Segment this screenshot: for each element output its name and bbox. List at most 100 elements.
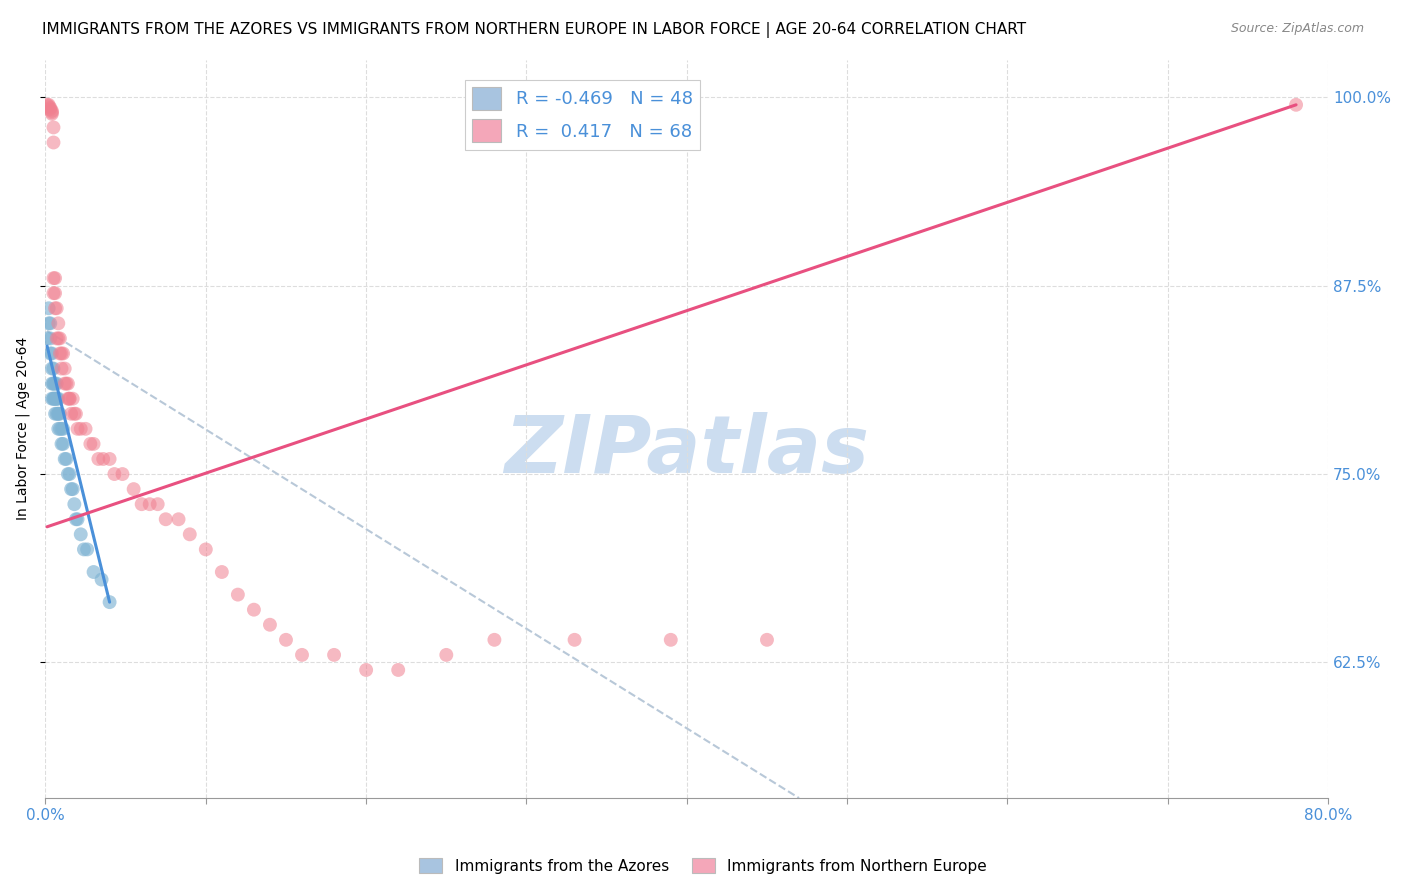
Point <box>39 346 62 360</box>
Point <box>62 392 84 406</box>
Point <box>39 331 62 345</box>
Point <box>46 422 69 436</box>
Point <box>44 301 66 316</box>
Point <box>354 663 377 677</box>
Point <box>38 316 60 330</box>
Point <box>46 407 69 421</box>
Point <box>146 497 169 511</box>
Point <box>39 103 62 117</box>
Point <box>69 422 91 436</box>
Point <box>53 452 76 467</box>
Point <box>103 467 125 481</box>
Point <box>291 648 314 662</box>
Point <box>55 452 77 467</box>
Point <box>98 452 121 467</box>
Text: IMMIGRANTS FROM THE AZORES VS IMMIGRANTS FROM NORTHERN EUROPE IN LABOR FORCE | A: IMMIGRANTS FROM THE AZORES VS IMMIGRANTS… <box>42 22 1026 38</box>
Point <box>45 376 67 391</box>
Point <box>75 422 97 436</box>
Point <box>38 98 60 112</box>
Point <box>484 632 506 647</box>
Point <box>259 617 281 632</box>
Point <box>155 512 177 526</box>
Point <box>41 107 63 121</box>
Point <box>243 602 266 616</box>
Point <box>73 542 96 557</box>
Point <box>564 632 586 647</box>
Point <box>41 103 63 118</box>
Point <box>83 437 105 451</box>
Point <box>58 392 80 406</box>
Point <box>58 467 80 481</box>
Point <box>56 467 79 481</box>
Point <box>45 331 67 345</box>
Point <box>46 331 69 345</box>
Point <box>41 376 63 391</box>
Text: Source: ZipAtlas.com: Source: ZipAtlas.com <box>1230 22 1364 36</box>
Point <box>42 271 65 285</box>
Point <box>194 542 217 557</box>
Point <box>42 392 65 406</box>
Point <box>45 301 67 316</box>
Point <box>65 407 87 421</box>
Point <box>111 467 134 481</box>
Point <box>49 422 72 436</box>
Point <box>56 392 79 406</box>
Point <box>65 512 87 526</box>
Point <box>66 422 89 436</box>
Point <box>41 346 63 360</box>
Point <box>41 361 63 376</box>
Point <box>41 105 63 120</box>
Point <box>179 527 201 541</box>
Point <box>55 376 77 391</box>
Point <box>52 346 75 360</box>
Point <box>35 331 58 345</box>
Point <box>44 392 66 406</box>
Point <box>46 316 69 330</box>
Point <box>60 482 83 496</box>
Point <box>46 392 69 406</box>
Point <box>51 361 73 376</box>
Point <box>49 407 72 421</box>
Point <box>42 286 65 301</box>
Point <box>45 392 67 406</box>
Point <box>53 361 76 376</box>
Point <box>41 392 63 406</box>
Point <box>42 376 65 391</box>
Y-axis label: In Labor Force | Age 20-64: In Labor Force | Age 20-64 <box>15 337 30 520</box>
Point <box>98 595 121 609</box>
Point <box>44 407 66 421</box>
Point <box>51 422 73 436</box>
Point <box>51 346 73 360</box>
Point <box>434 648 457 662</box>
Point <box>69 527 91 541</box>
Point <box>44 271 66 285</box>
Point <box>42 376 65 391</box>
Point <box>45 392 67 406</box>
Point <box>1285 98 1308 112</box>
Point <box>39 101 62 115</box>
Point <box>755 632 778 647</box>
Point <box>62 482 84 496</box>
Point <box>39 316 62 330</box>
Point <box>83 565 105 579</box>
Point <box>659 632 682 647</box>
Point <box>323 648 346 662</box>
Point <box>60 407 83 421</box>
Point <box>42 392 65 406</box>
Point <box>56 376 79 391</box>
Point <box>49 331 72 345</box>
Point <box>49 346 72 360</box>
Point <box>79 437 101 451</box>
Point <box>138 497 160 511</box>
Point <box>226 588 249 602</box>
Point <box>42 120 65 135</box>
Point <box>53 376 76 391</box>
Point <box>63 497 86 511</box>
Point <box>38 301 60 316</box>
Point <box>35 98 58 112</box>
Legend: R = -0.469   N = 48, R =  0.417   N = 68: R = -0.469 N = 48, R = 0.417 N = 68 <box>465 79 700 150</box>
Point <box>387 663 409 677</box>
Point <box>44 286 66 301</box>
Legend: Immigrants from the Azores, Immigrants from Northern Europe: Immigrants from the Azores, Immigrants f… <box>413 852 993 880</box>
Point <box>44 392 66 406</box>
